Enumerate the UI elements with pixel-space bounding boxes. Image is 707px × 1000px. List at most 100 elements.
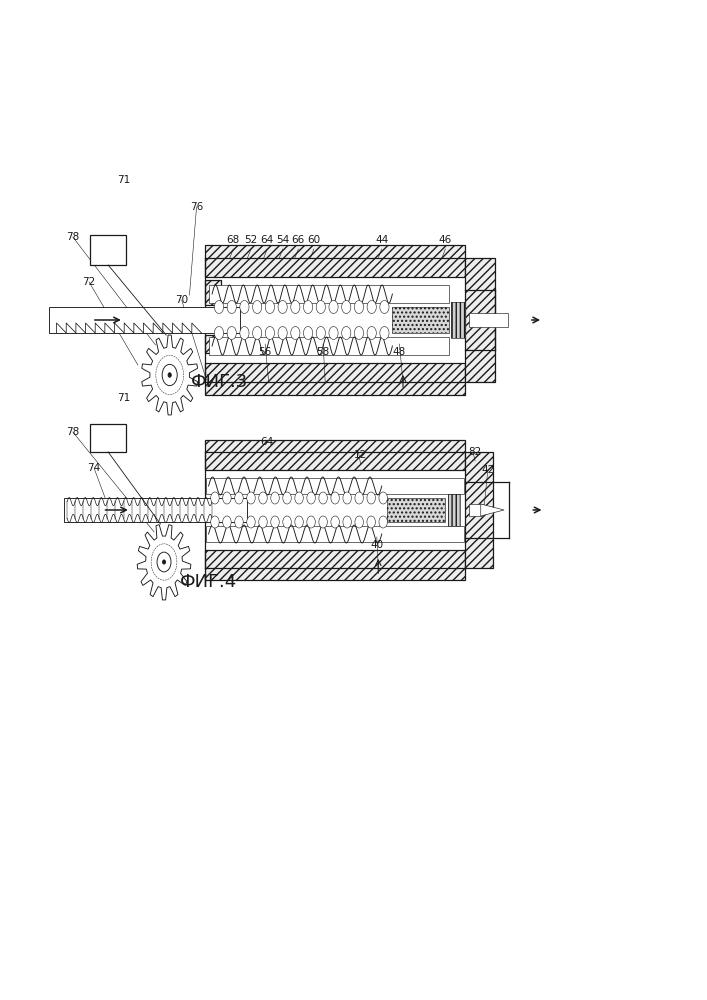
Text: 40: 40 [370, 540, 383, 550]
Circle shape [341, 300, 351, 313]
Bar [205, 335, 221, 353]
Bar [90, 235, 126, 265]
Circle shape [316, 326, 325, 340]
Bar [205, 363, 465, 395]
Bar [465, 452, 493, 568]
Text: 58: 58 [317, 347, 329, 357]
Circle shape [252, 326, 262, 340]
Circle shape [223, 516, 231, 528]
Text: 78: 78 [66, 427, 79, 437]
Circle shape [319, 492, 327, 504]
Circle shape [252, 300, 262, 313]
Polygon shape [137, 525, 191, 600]
Circle shape [265, 300, 274, 313]
Circle shape [163, 560, 165, 564]
Circle shape [354, 300, 363, 313]
Circle shape [227, 300, 236, 313]
Text: 64: 64 [261, 235, 274, 245]
Circle shape [316, 300, 325, 313]
Bar [469, 504, 483, 516]
Bar [448, 494, 460, 526]
Bar [205, 550, 465, 580]
Circle shape [319, 516, 327, 528]
Circle shape [367, 326, 376, 340]
Circle shape [295, 492, 303, 504]
Bar [205, 280, 221, 305]
Circle shape [303, 300, 312, 313]
Circle shape [278, 326, 287, 340]
Circle shape [211, 492, 219, 504]
Bar [465, 452, 493, 568]
Bar [448, 494, 460, 526]
Text: 71: 71 [117, 393, 130, 403]
Circle shape [235, 516, 243, 528]
Text: 78: 78 [66, 232, 79, 242]
Circle shape [259, 516, 267, 528]
Bar [64, 498, 247, 522]
Text: 56: 56 [259, 347, 271, 357]
Text: 12: 12 [354, 450, 367, 460]
Circle shape [307, 516, 315, 528]
Polygon shape [142, 335, 197, 415]
Circle shape [367, 300, 376, 313]
Circle shape [278, 300, 287, 313]
Circle shape [283, 516, 291, 528]
Circle shape [343, 516, 351, 528]
Bar [206, 526, 464, 542]
Text: 60: 60 [308, 235, 320, 245]
Circle shape [367, 492, 375, 504]
Circle shape [380, 326, 389, 340]
Circle shape [247, 492, 255, 504]
Circle shape [240, 326, 249, 340]
Circle shape [211, 516, 219, 528]
Polygon shape [481, 504, 504, 516]
Circle shape [331, 492, 339, 504]
Circle shape [168, 373, 171, 377]
Bar [205, 550, 465, 580]
Circle shape [283, 492, 291, 504]
Bar [392, 307, 449, 333]
Text: ФИГ.4: ФИГ.4 [180, 573, 237, 591]
Text: 52: 52 [245, 235, 257, 245]
Circle shape [367, 516, 375, 528]
Circle shape [329, 300, 338, 313]
Text: 66: 66 [292, 235, 305, 245]
Circle shape [303, 326, 312, 340]
Circle shape [355, 516, 363, 528]
Text: 54: 54 [276, 235, 289, 245]
Circle shape [355, 492, 363, 504]
Text: 64: 64 [261, 437, 274, 447]
Text: 82: 82 [469, 447, 481, 457]
Bar [209, 337, 449, 355]
Bar [206, 478, 464, 494]
Bar [205, 335, 221, 353]
Text: 72: 72 [83, 277, 95, 287]
Bar [209, 285, 449, 303]
Circle shape [354, 326, 363, 340]
Circle shape [235, 492, 243, 504]
Circle shape [343, 492, 351, 504]
Circle shape [240, 300, 249, 313]
Bar [465, 258, 495, 382]
Bar [205, 440, 465, 470]
Circle shape [157, 552, 171, 572]
Circle shape [247, 516, 255, 528]
Circle shape [341, 326, 351, 340]
Circle shape [271, 516, 279, 528]
Circle shape [291, 326, 300, 340]
Text: ФИГ.3: ФИГ.3 [191, 373, 247, 391]
Text: 70: 70 [175, 295, 188, 305]
Bar [205, 280, 221, 305]
Bar [205, 440, 465, 470]
Text: 44: 44 [375, 235, 388, 245]
Circle shape [223, 492, 231, 504]
Circle shape [379, 516, 387, 528]
Circle shape [265, 326, 274, 340]
Bar [451, 302, 465, 338]
Bar [205, 245, 465, 277]
Bar [387, 498, 445, 522]
Text: 76: 76 [190, 202, 203, 212]
Circle shape [227, 326, 236, 340]
Circle shape [331, 516, 339, 528]
Text: 71: 71 [117, 175, 130, 185]
